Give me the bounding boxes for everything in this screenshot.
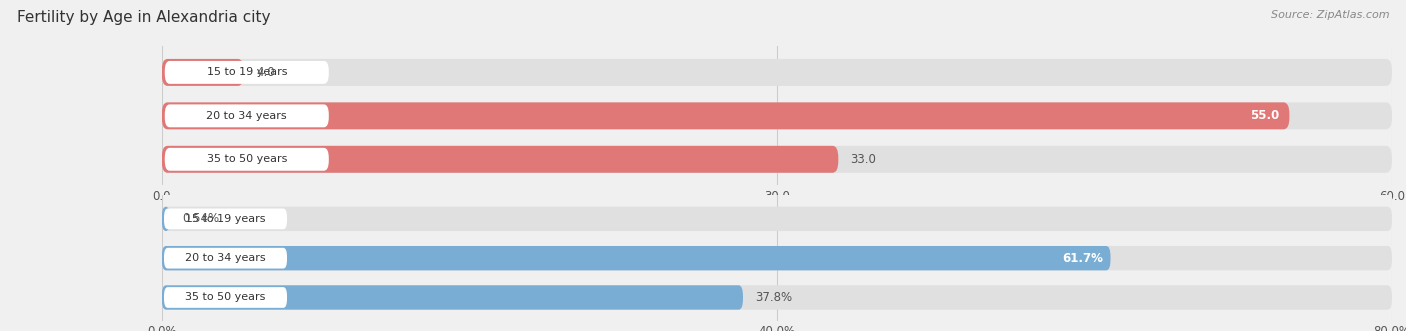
FancyBboxPatch shape [165, 104, 329, 127]
Text: 4.0: 4.0 [256, 66, 274, 79]
FancyBboxPatch shape [162, 285, 1392, 310]
Text: 61.7%: 61.7% [1062, 252, 1102, 265]
FancyBboxPatch shape [165, 248, 287, 268]
FancyBboxPatch shape [162, 102, 1392, 129]
Text: 20 to 34 years: 20 to 34 years [207, 111, 287, 121]
Text: 0.54%: 0.54% [183, 213, 219, 225]
FancyBboxPatch shape [165, 148, 329, 171]
Text: 15 to 19 years: 15 to 19 years [207, 68, 287, 77]
Text: 37.8%: 37.8% [755, 291, 793, 304]
Text: Source: ZipAtlas.com: Source: ZipAtlas.com [1271, 10, 1389, 20]
FancyBboxPatch shape [162, 102, 1289, 129]
Text: Fertility by Age in Alexandria city: Fertility by Age in Alexandria city [17, 10, 270, 25]
FancyBboxPatch shape [162, 59, 1392, 86]
FancyBboxPatch shape [162, 246, 1392, 270]
Text: 35 to 50 years: 35 to 50 years [186, 293, 266, 303]
FancyBboxPatch shape [162, 146, 1392, 173]
FancyBboxPatch shape [165, 287, 287, 308]
FancyBboxPatch shape [162, 285, 742, 310]
FancyBboxPatch shape [165, 61, 329, 84]
FancyBboxPatch shape [162, 246, 1111, 270]
FancyBboxPatch shape [162, 207, 1392, 231]
Text: 55.0: 55.0 [1250, 109, 1279, 122]
Text: 35 to 50 years: 35 to 50 years [207, 154, 287, 164]
Text: 33.0: 33.0 [851, 153, 876, 166]
Text: 20 to 34 years: 20 to 34 years [186, 253, 266, 263]
FancyBboxPatch shape [162, 146, 838, 173]
FancyBboxPatch shape [162, 59, 243, 86]
FancyBboxPatch shape [162, 207, 170, 231]
Text: 15 to 19 years: 15 to 19 years [186, 214, 266, 224]
FancyBboxPatch shape [165, 209, 287, 229]
